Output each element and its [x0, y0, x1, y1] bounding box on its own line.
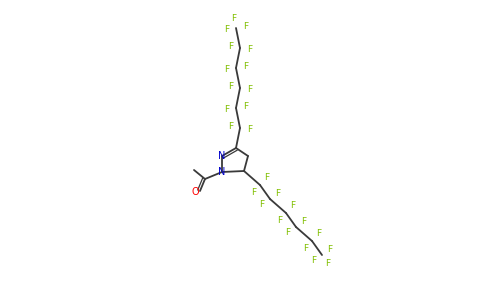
Text: F: F [328, 245, 333, 254]
Text: F: F [227, 82, 233, 91]
Text: O: O [191, 187, 199, 197]
Text: F: F [303, 244, 308, 253]
Text: F: F [316, 229, 321, 238]
Text: F: F [247, 46, 252, 55]
Text: F: F [243, 61, 248, 70]
Text: F: F [243, 22, 248, 31]
Text: F: F [311, 256, 317, 265]
Text: F: F [302, 217, 307, 226]
Text: F: F [325, 259, 331, 268]
Text: F: F [251, 188, 256, 197]
Text: F: F [247, 85, 252, 94]
Text: F: F [264, 173, 269, 182]
Text: F: F [227, 122, 233, 130]
Text: F: F [227, 41, 233, 50]
Text: F: F [290, 201, 295, 210]
Text: F: F [224, 65, 229, 74]
Text: F: F [224, 26, 229, 34]
Text: F: F [231, 14, 237, 23]
Text: N: N [218, 167, 226, 177]
Text: F: F [243, 101, 248, 110]
Text: F: F [275, 189, 281, 198]
Text: F: F [285, 228, 290, 237]
Text: F: F [224, 106, 229, 115]
Text: F: F [277, 216, 282, 225]
Text: F: F [247, 125, 252, 134]
Text: F: F [259, 200, 264, 209]
Text: N: N [218, 151, 226, 161]
